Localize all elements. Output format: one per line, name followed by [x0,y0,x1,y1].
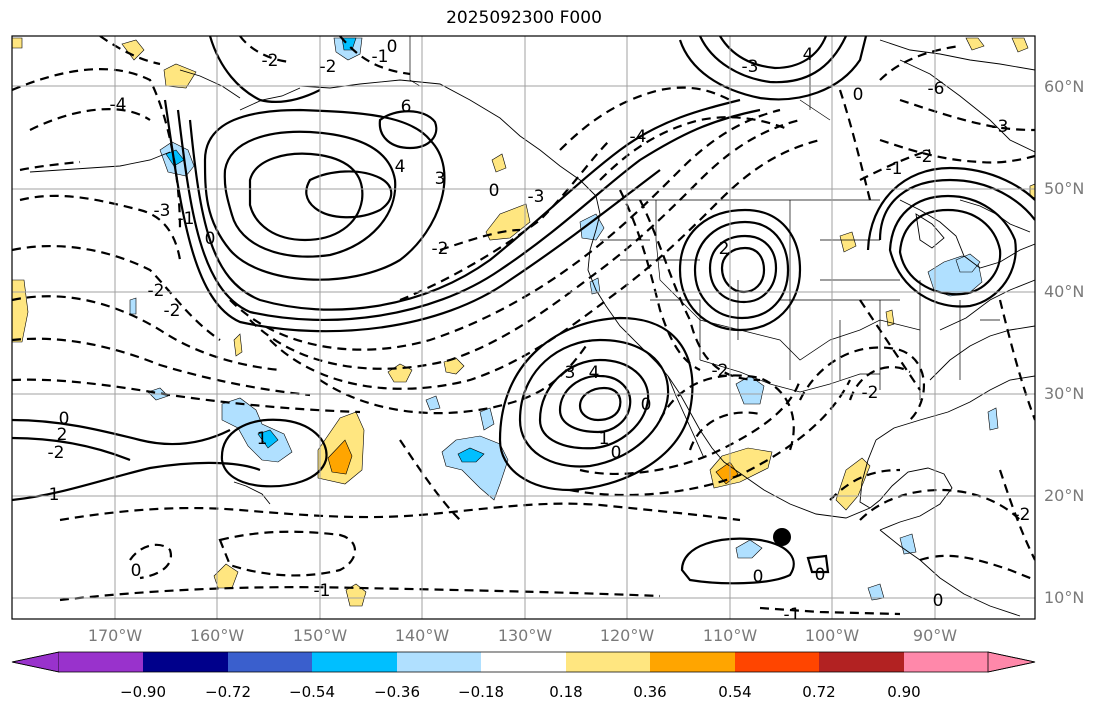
contour-label: 0 [641,395,652,415]
contour-label: 0 [753,567,764,587]
colorbar-segment [397,652,481,672]
negative-contours [12,36,1035,616]
contour-label: -2 [1014,505,1031,525]
contour-label: 0 [131,561,142,581]
positive-contours [12,36,1035,585]
contour-label: 0 [933,591,944,611]
contour-label: 0 [387,37,398,57]
contour-label: -1 [886,159,903,179]
lat-label-30n: 30°N [1044,384,1085,403]
contour-label: 0 [205,229,216,249]
colorbar-tick-label: 0.72 [802,683,836,701]
contour-label: -3 [154,201,171,221]
negative-shading [129,37,999,601]
lon-label-150w: 150°W [292,626,348,645]
map-title: 2025092300 F000 [446,8,602,28]
colorbar-segment [904,652,988,672]
lon-label-90w: 90°W [912,626,958,645]
lat-label-20n: 20°N [1044,486,1085,505]
colorbar-segment [735,652,819,672]
contour-label: -2 [916,147,933,167]
contour-label: 0 [59,409,70,429]
contour-label: 3 [435,169,446,189]
colorbar-segment [566,652,650,672]
colorbar-tick-label: 0.36 [633,683,667,701]
contour-label: -4 [630,127,647,147]
contour-label: -2 [712,361,729,381]
black-dot-marker [773,528,791,546]
lon-label-100w: 100°W [804,626,860,645]
lat-label-10n: 10°N [1044,588,1085,607]
positive-shading [12,37,1035,607]
colorbar-segment [228,652,312,672]
colorbar-tick-label: −0.54 [289,683,335,701]
colorbar-tick-label: 0.54 [718,683,752,701]
lat-label-40n: 40°N [1044,282,1085,301]
contour-label: 1 [599,429,610,449]
contour-label: -2 [148,281,165,301]
contour-label: -2 [320,57,337,77]
contour-label: -4 [110,95,127,115]
lon-label-140w: 140°W [394,626,450,645]
contour-label: 4 [395,157,406,177]
lat-label-50n: 50°N [1044,179,1085,198]
contour-label: 1 [49,485,60,505]
contour-label: 0 [853,85,864,105]
gridlines [12,36,1035,619]
contour-label: 0 [611,443,622,463]
colorbar-tick-label: −0.18 [458,683,504,701]
contour-label: -6 [928,79,945,99]
contour-label: -2 [262,51,279,71]
map-plot: -2 -2 -1 0 -4 -3 -1 0 -2 -2 6 4 3 0 -2 -… [12,36,1035,625]
contour-label: -1 [178,209,195,229]
lon-label-120w: 120°W [599,626,655,645]
colorbar-segment [143,652,228,672]
colorbar-tick-label: 0.18 [549,683,583,701]
colorbar-segment [312,652,397,672]
colorbar-tick-label: −0.36 [374,683,420,701]
contour-label: 4 [589,363,600,383]
contour-label: -2 [164,301,181,321]
contour-label: -2 [48,443,65,463]
contour-label: 1 [257,429,268,449]
colorbar-outline [11,651,1036,673]
contour-label: -3 [528,187,545,207]
colorbar-tick-label: 0.90 [887,683,921,701]
contour-label: 2 [719,239,730,259]
colorbar-segment [650,652,735,672]
coastlines [29,39,1035,617]
contour-label: -3 [742,57,759,77]
colorbar-segment [59,652,143,672]
lon-label-130w: 130°W [497,626,553,645]
contour-label: -3 [992,117,1009,137]
political-borders [409,36,1000,400]
contour-label: 2 [57,425,68,445]
contour-label: 6 [401,97,412,117]
lon-label-160w: 160°W [189,626,245,645]
contour-label: -1 [784,605,801,625]
contour-label: -1 [372,47,389,67]
lon-label-110w: 110°W [702,626,758,645]
map-frame [11,35,1036,620]
lon-label-170w: 170°W [87,626,143,645]
lat-label-60n: 60°N [1044,77,1085,96]
contour-label: -1 [314,581,331,601]
contour-label: 0 [489,181,500,201]
colorbar-segment [819,652,904,672]
contour-labels: -2 -2 -1 0 -4 -3 -1 0 -2 -2 6 4 3 0 -2 -… [48,37,1031,625]
contour-label: -2 [862,383,879,403]
contour-label: 4 [803,45,814,65]
colorbar-segment [481,652,566,672]
colorbar-tick-label: −0.72 [205,683,251,701]
colorbar-extend-min [11,651,60,673]
contour-label: 0 [815,565,826,585]
contour-label: 3 [565,363,576,383]
colorbar [11,651,1036,673]
contour-label: -2 [432,239,449,259]
colorbar-tick-label: −0.90 [120,683,166,701]
colorbar-extend-max [987,651,1036,673]
